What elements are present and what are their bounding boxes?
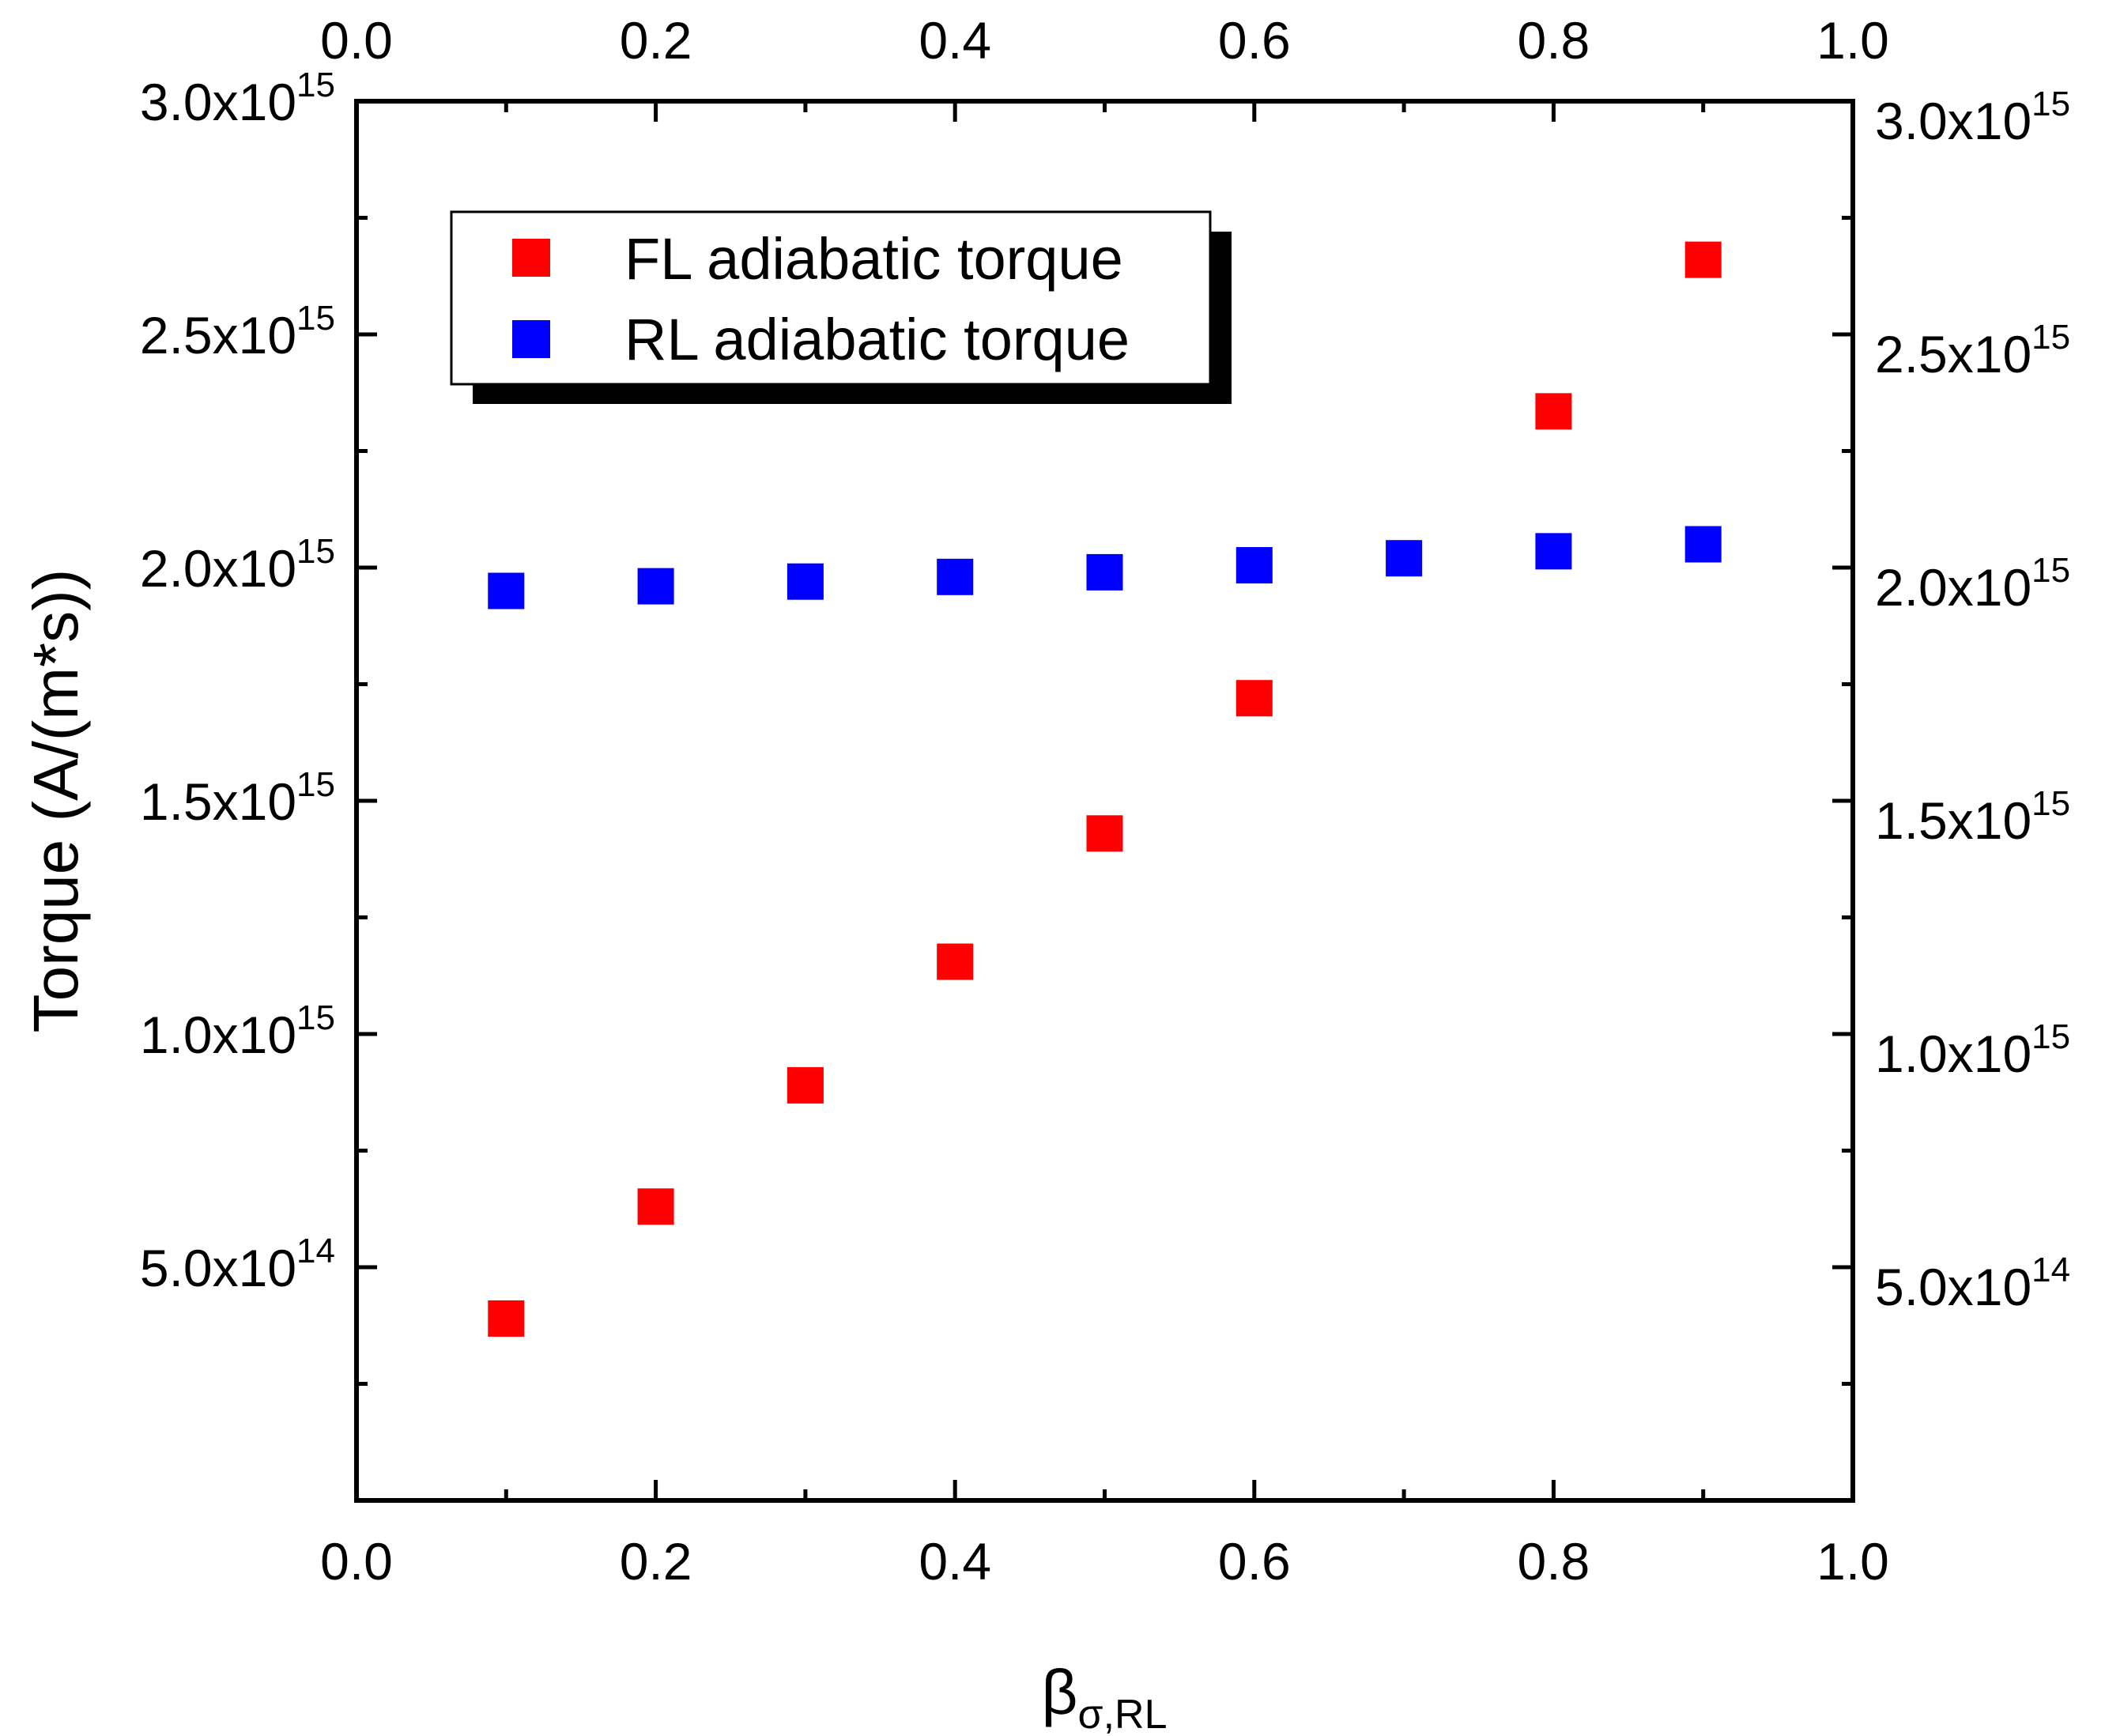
legend-label-fl: FL adiabatic torque bbox=[624, 226, 1123, 292]
x-axis-title-main: β bbox=[1041, 1657, 1077, 1727]
y-tick-mantissa: 3.0x10 bbox=[1875, 92, 2031, 150]
rl-data-point bbox=[1236, 547, 1273, 583]
y-tick-exponent: 15 bbox=[296, 532, 335, 571]
y-tick-exponent: 15 bbox=[2031, 85, 2070, 123]
x-tick-label-bottom: 0.0 bbox=[320, 1532, 393, 1591]
x-axis-title-subscript: σ,RL bbox=[1078, 1692, 1168, 1736]
rl-data-point bbox=[1386, 540, 1422, 576]
fl-data-point bbox=[787, 1067, 824, 1104]
y-tick-exponent: 15 bbox=[2031, 784, 2070, 823]
x-tick-label-bottom: 0.2 bbox=[620, 1532, 692, 1591]
y-tick-mantissa: 5.0x10 bbox=[140, 1239, 296, 1297]
fl-data-point bbox=[1236, 680, 1273, 716]
rl-data-point bbox=[1535, 533, 1571, 569]
y-tick-mantissa: 2.5x10 bbox=[140, 306, 296, 364]
rl-data-point bbox=[1685, 526, 1722, 563]
fl-data-point bbox=[1685, 242, 1722, 278]
y-tick-mantissa: 2.5x10 bbox=[1875, 325, 2031, 383]
y-tick-exponent: 15 bbox=[296, 299, 335, 338]
y-tick-mantissa: 1.0x10 bbox=[1875, 1025, 2031, 1083]
y-tick-exponent: 15 bbox=[2031, 551, 2070, 590]
x-tick-label-top: 0.4 bbox=[919, 11, 991, 70]
rl-data-point bbox=[1087, 554, 1123, 591]
x-tick-label-bottom: 0.6 bbox=[1218, 1532, 1291, 1591]
y-tick-exponent: 15 bbox=[296, 765, 335, 804]
y-tick-mantissa: 1.0x10 bbox=[140, 1006, 296, 1064]
rl-data-point bbox=[488, 573, 524, 609]
fl-data-point bbox=[638, 1188, 674, 1225]
x-tick-label-top: 0.0 bbox=[320, 11, 393, 70]
fl-data-point bbox=[1535, 393, 1571, 429]
legend-marker-fl bbox=[512, 239, 550, 277]
y-tick-mantissa: 1.5x10 bbox=[140, 772, 296, 831]
x-tick-label-top: 1.0 bbox=[1816, 11, 1889, 70]
rl-data-point bbox=[787, 564, 824, 600]
scatter-chart: 0.0 0.0 0.2 0.2 0.4 0.4 0.6 0.6 0.8 0.8 1.0 1.0 5.0x… bbox=[0, 0, 2105, 1736]
legend-marker-rl bbox=[512, 320, 550, 358]
y-axis-title: Torque (A/(m*s)) bbox=[21, 569, 91, 1033]
legend: FL adiabatic torque RL adiabatic torque bbox=[451, 212, 1232, 404]
y-tick-mantissa: 2.0x10 bbox=[140, 539, 296, 598]
x-tick-label-top: 0.8 bbox=[1518, 11, 1590, 70]
x-tick-label-top: 0.2 bbox=[620, 11, 692, 70]
legend-label-rl: RL adiabatic torque bbox=[624, 307, 1130, 372]
x-tick-label-top: 0.6 bbox=[1218, 11, 1291, 70]
y-tick-exponent: 14 bbox=[2031, 1251, 2070, 1289]
fl-data-point bbox=[1087, 815, 1123, 851]
y-tick-exponent: 14 bbox=[296, 1232, 335, 1270]
fl-data-point bbox=[937, 944, 973, 980]
x-tick-label-bottom: 0.8 bbox=[1518, 1532, 1590, 1591]
y-tick-mantissa: 5.0x10 bbox=[1875, 1258, 2031, 1316]
y-tick-mantissa: 1.5x10 bbox=[1875, 791, 2031, 850]
y-tick-exponent: 15 bbox=[296, 66, 335, 104]
rl-data-point bbox=[638, 568, 674, 605]
y-tick-exponent: 15 bbox=[296, 998, 335, 1037]
y-tick-mantissa: 2.0x10 bbox=[1875, 558, 2031, 617]
fl-data-point bbox=[488, 1300, 524, 1337]
y-tick-exponent: 15 bbox=[2031, 318, 2070, 357]
y-tick-exponent: 15 bbox=[2031, 1017, 2070, 1056]
rl-data-point bbox=[937, 559, 973, 595]
x-tick-label-bottom: 1.0 bbox=[1816, 1532, 1889, 1591]
x-tick-label-bottom: 0.4 bbox=[919, 1532, 991, 1591]
y-tick-mantissa: 3.0x10 bbox=[140, 73, 296, 131]
